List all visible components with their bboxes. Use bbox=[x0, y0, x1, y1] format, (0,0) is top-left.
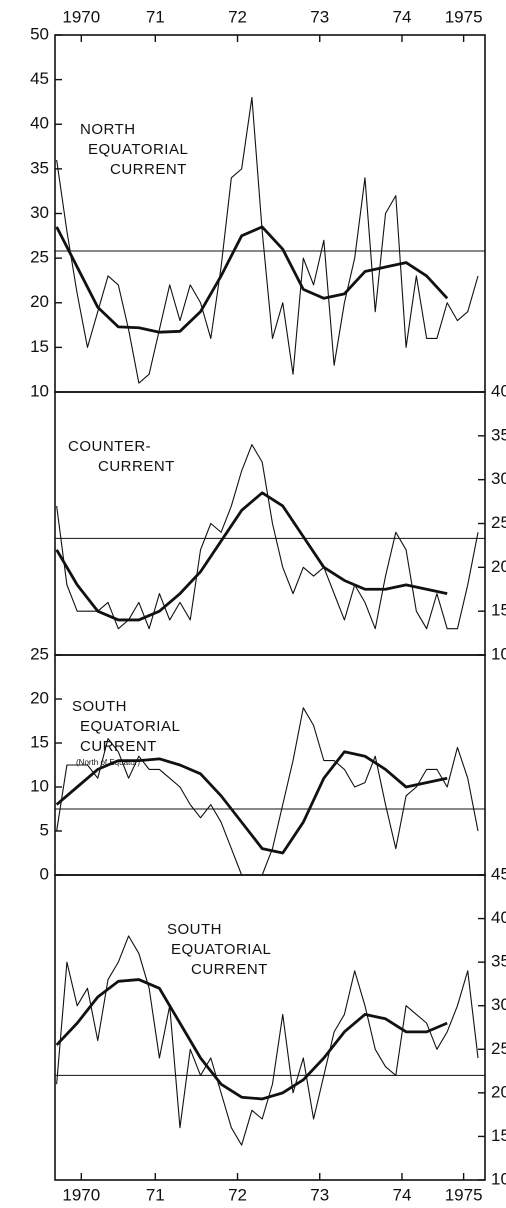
panel-title: EQUATORIAL bbox=[88, 141, 188, 158]
panel-subtitle: (North of Equator) bbox=[76, 758, 140, 767]
panel-title: SOUTH bbox=[167, 921, 222, 938]
raw-line bbox=[56, 444, 479, 630]
panel-title: NORTH bbox=[80, 121, 136, 138]
y-tick-label: 10 bbox=[491, 1169, 506, 1188]
y-tick-label: 15 bbox=[30, 732, 49, 751]
raw-line bbox=[56, 707, 479, 876]
y-tick-label: 30 bbox=[491, 995, 506, 1014]
smoothed-line bbox=[55, 750, 448, 855]
panel-frame bbox=[54, 874, 486, 1181]
y-tick-label: 15 bbox=[491, 1126, 506, 1145]
x-tick-label: 1975 bbox=[445, 7, 483, 26]
y-tick-label: 50 bbox=[30, 24, 49, 43]
y-tick-label: 30 bbox=[491, 469, 506, 488]
y-tick-label: 20 bbox=[491, 557, 506, 576]
y-tick-label: 40 bbox=[491, 908, 506, 927]
y-tick-label: 25 bbox=[491, 1039, 506, 1058]
y-tick-label: 35 bbox=[491, 425, 506, 444]
x-tick-label: 74 bbox=[392, 7, 411, 26]
panel-frame bbox=[54, 391, 486, 656]
panel-frame bbox=[54, 34, 486, 393]
smoothed-line bbox=[55, 978, 448, 1101]
y-tick-label: 30 bbox=[30, 203, 49, 222]
x-tick-label: 72 bbox=[228, 1185, 247, 1204]
x-tick-label: 1975 bbox=[445, 1185, 483, 1204]
panel-title: CURRENT bbox=[98, 458, 175, 475]
y-tick-label: 35 bbox=[491, 952, 506, 971]
y-tick-label: 5 bbox=[40, 820, 49, 839]
y-tick-label: 10 bbox=[30, 381, 49, 400]
x-tick-label: 71 bbox=[146, 7, 165, 26]
y-tick-label: 40 bbox=[491, 381, 506, 400]
x-tick-label: 72 bbox=[228, 7, 247, 26]
panel-title: CURRENT bbox=[110, 161, 187, 178]
x-tick-label: 71 bbox=[146, 1185, 165, 1204]
y-tick-label: 10 bbox=[30, 776, 49, 795]
smoothed-line bbox=[55, 491, 448, 622]
panel-title: EQUATORIAL bbox=[80, 718, 180, 735]
y-tick-label: 20 bbox=[30, 688, 49, 707]
panel-title: EQUATORIAL bbox=[171, 941, 271, 958]
y-tick-label: 10 bbox=[491, 644, 506, 663]
y-tick-label: 35 bbox=[30, 158, 49, 177]
panel-title: CURRENT bbox=[80, 738, 157, 755]
y-tick-label: 25 bbox=[491, 513, 506, 532]
y-tick-label: 15 bbox=[30, 337, 49, 356]
y-tick-label: 45 bbox=[491, 864, 506, 883]
panel-title: SOUTH bbox=[72, 698, 127, 715]
y-tick-label: 25 bbox=[30, 248, 49, 267]
x-tick-label: 1970 bbox=[62, 1185, 100, 1204]
y-tick-label: 15 bbox=[491, 601, 506, 620]
y-tick-label: 45 bbox=[30, 69, 49, 88]
y-tick-label: 25 bbox=[30, 644, 49, 663]
x-tick-label: 73 bbox=[310, 1185, 329, 1204]
x-tick-label: 73 bbox=[310, 7, 329, 26]
panel-title: COUNTER- bbox=[68, 438, 151, 455]
y-tick-label: 20 bbox=[30, 292, 49, 311]
y-tick-label: 0 bbox=[40, 864, 49, 883]
y-tick-label: 20 bbox=[491, 1082, 506, 1101]
raw-line bbox=[56, 935, 479, 1146]
smoothed-line bbox=[55, 225, 449, 334]
x-tick-label: 1970 bbox=[62, 7, 100, 26]
panel-title: CURRENT bbox=[191, 961, 268, 978]
x-tick-label: 74 bbox=[392, 1185, 411, 1204]
raw-line bbox=[56, 96, 479, 384]
y-tick-label: 40 bbox=[30, 114, 49, 133]
